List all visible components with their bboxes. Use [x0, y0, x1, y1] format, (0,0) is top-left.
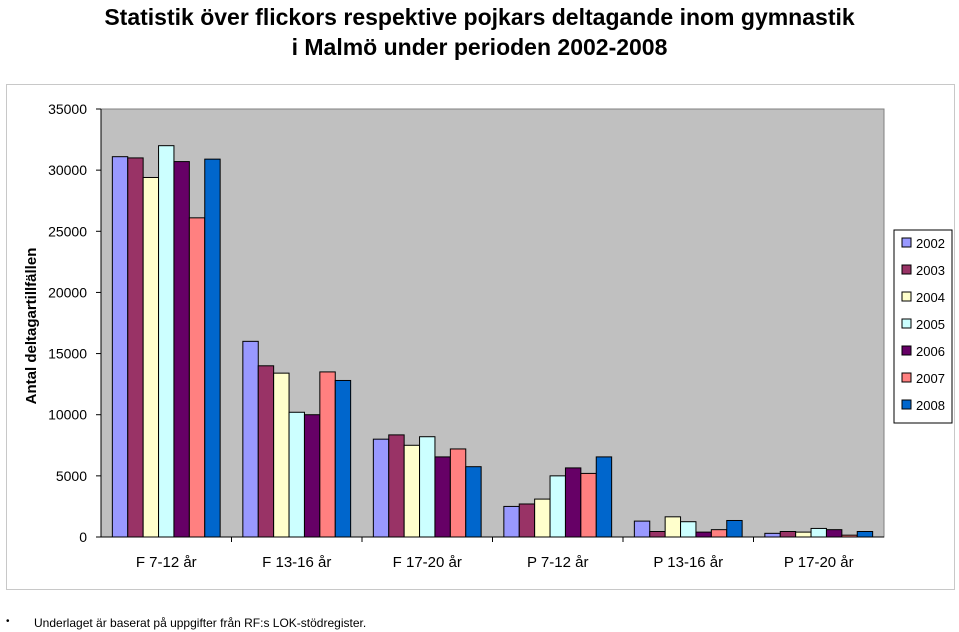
legend-label-2005: 2005: [916, 317, 945, 332]
x-tick-label: P 7-12 år: [527, 554, 588, 571]
bar-2003: [779, 530, 797, 538]
x-tick-label: F 17-20 år: [393, 554, 462, 571]
y-axis-label: Antal deltagartillfällen: [23, 248, 40, 405]
legend-label-2003: 2003: [916, 263, 945, 278]
bar-2006: [825, 529, 843, 538]
chart-title-line2: i Malmö under perioden 2002-2008: [291, 34, 668, 60]
bar-2005: [419, 436, 436, 538]
y-tick-label: 5000: [56, 468, 87, 484]
bar-2006: [303, 414, 321, 538]
bar-2004: [142, 176, 160, 538]
bar-2005: [288, 411, 305, 538]
chart-title: Statistik över flickors respektive pojka…: [0, 0, 959, 62]
bar-chart: 0 5000 10000 15000 20000 25000 30000 35000 F 7-…: [23, 101, 953, 571]
bar-2006: [173, 161, 190, 538]
y-tick-label: 10000: [48, 407, 87, 423]
x-tick-label: P 13-16 år: [653, 554, 723, 571]
bar-2002: [503, 505, 520, 538]
bar-2004: [403, 444, 421, 538]
bar-2002: [764, 532, 781, 538]
bar-2008: [595, 456, 613, 538]
legend-label-2007: 2007: [916, 371, 945, 386]
bar-2007: [449, 448, 467, 538]
legend-swatch-2007: [901, 372, 912, 383]
bar-2006: [564, 467, 582, 538]
x-tick-label: F 7-12 år: [136, 554, 197, 571]
bar-2005: [680, 521, 697, 538]
legend-swatch-2005: [901, 318, 912, 329]
bar-2007: [188, 217, 206, 538]
legend-label-2008: 2008: [916, 398, 945, 413]
chart-title-line1: Statistik över flickors respektive pojka…: [104, 4, 855, 30]
bar-2006: [434, 456, 451, 538]
bar-2004: [534, 498, 551, 538]
y-tick-label: 0: [79, 529, 87, 545]
bar-2003: [388, 434, 405, 538]
legend-swatch-2006: [901, 345, 912, 356]
bar-2002: [372, 438, 390, 538]
legend-label-2004: 2004: [916, 290, 945, 305]
bar-2003: [127, 157, 144, 538]
y-tick-label: 20000: [48, 284, 87, 300]
bar-2008: [334, 379, 352, 538]
legend-label-2006: 2006: [916, 344, 945, 359]
footer-note: • Underlaget är baserat på uppgifter frå…: [0, 614, 959, 632]
bar-2005: [158, 145, 175, 538]
bar-2005: [810, 527, 827, 538]
bar-2003: [649, 530, 666, 538]
bar-2004: [795, 531, 812, 538]
bar-2005: [549, 475, 566, 538]
bar-2007: [710, 529, 728, 538]
bar-2008: [856, 530, 874, 538]
legend-swatch-2003: [901, 264, 912, 275]
bar-2004: [273, 372, 290, 538]
x-tick-label: P 17-20 år: [784, 554, 854, 571]
bar-2007: [580, 472, 597, 538]
bar-2007: [319, 371, 336, 538]
footer-text: Underlaget är baserat på uppgifter från …: [34, 616, 367, 630]
bar-2002: [633, 520, 651, 538]
bar-2002: [242, 340, 259, 538]
footer-bullet: •: [6, 616, 10, 627]
bar-2002: [111, 156, 129, 538]
bar-2008: [465, 466, 482, 538]
legend-swatch-2008: [901, 399, 912, 410]
bar-2008: [726, 519, 743, 538]
bar-2008: [204, 158, 221, 538]
legend-swatch-2004: [901, 291, 912, 302]
y-tick-label: 30000: [48, 162, 87, 178]
x-tick-label: F 13-16 år: [262, 554, 331, 571]
legend-label-2002: 2002: [916, 236, 945, 251]
bar-2004: [664, 516, 682, 538]
plot-area: [100, 108, 885, 538]
chart-frame: [6, 84, 955, 590]
bar-2003: [257, 365, 275, 538]
y-tick-label: 15000: [48, 346, 87, 362]
legend-swatch-2002: [901, 237, 912, 248]
bar-2003: [518, 503, 536, 538]
y-tick-label: 35000: [48, 101, 87, 117]
bar-2006: [695, 531, 712, 538]
y-tick-label: 25000: [48, 223, 87, 239]
